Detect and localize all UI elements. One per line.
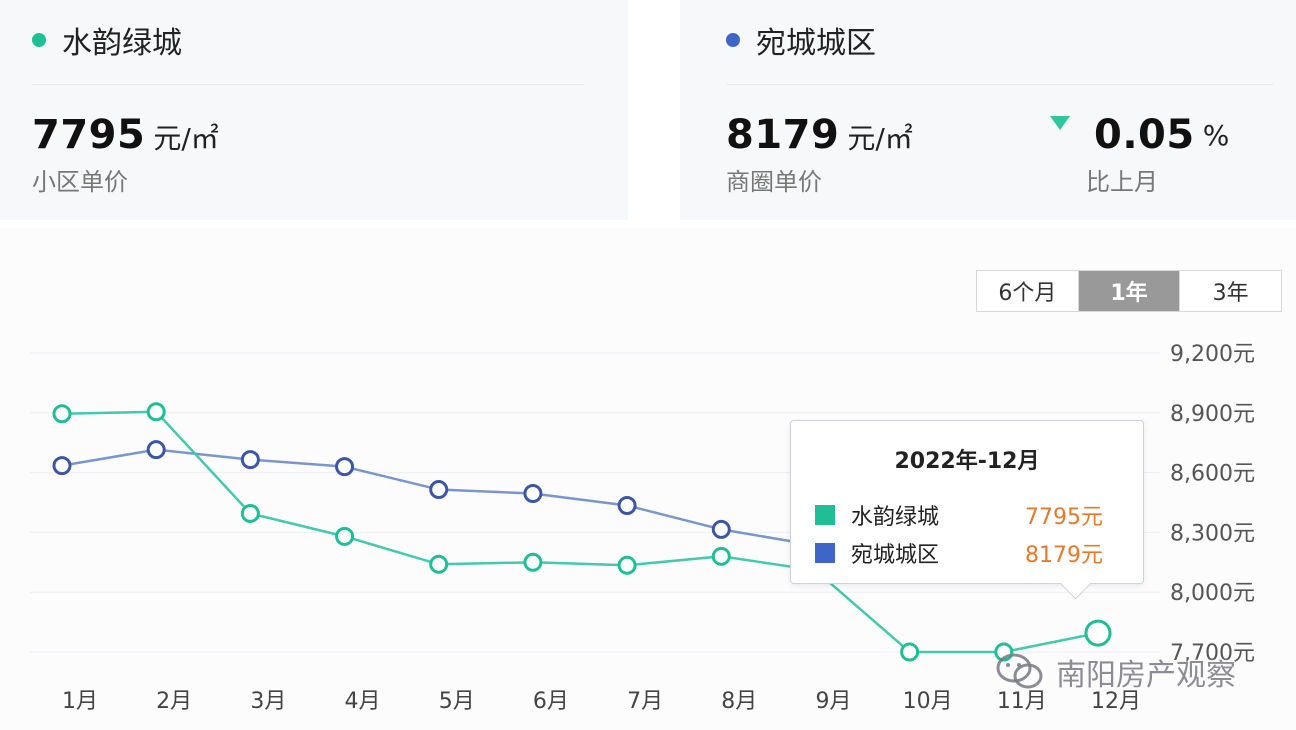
- series-dot-icon: [32, 33, 46, 47]
- data-point: [146, 402, 166, 422]
- y-tick-label: 7,700元: [1170, 641, 1255, 666]
- legend-swatch: [815, 505, 835, 525]
- series-line: [61, 410, 1099, 654]
- price-unit: 元/㎡: [153, 122, 219, 155]
- x-tick-label: 2月: [156, 689, 192, 714]
- legend-swatch: [815, 543, 835, 563]
- x-tick-label: 4月: [345, 689, 381, 714]
- data-point: [52, 456, 72, 476]
- community-price-metric: 7795 元/㎡ 小区单价: [32, 112, 219, 197]
- data-point: [617, 555, 637, 575]
- data-point: [52, 404, 72, 424]
- x-tick-label: 9月: [815, 689, 851, 714]
- data-point: [523, 484, 543, 504]
- tab-3-years[interactable]: 3年: [1212, 281, 1249, 306]
- tooltip-title: 2022年-12月: [894, 449, 1040, 474]
- tab-1-year[interactable]: 1年: [1078, 271, 1181, 311]
- tooltip-row-district: 宛城城区 8179元: [815, 537, 1103, 569]
- watermark-text: 南阳房产观察: [1056, 658, 1236, 693]
- data-point: [335, 526, 355, 546]
- wechat-icon: [994, 652, 1046, 692]
- y-tick-label: 8,600元: [1170, 462, 1255, 487]
- data-point: [335, 457, 355, 477]
- tooltip-series-name: 水韵绿城: [851, 505, 940, 530]
- card-header: 水韵绿城: [32, 18, 182, 62]
- tab-6-months[interactable]: 6个月: [977, 271, 1079, 311]
- y-tick-label: 8,300元: [1170, 521, 1255, 546]
- divider: [726, 84, 1274, 85]
- summary-card-community: 水韵绿城 7795 元/㎡ 小区单价: [0, 0, 628, 220]
- x-tick-label: 1月: [62, 689, 98, 714]
- data-point: [523, 552, 543, 572]
- district-price: 8179: [726, 112, 840, 158]
- data-point: [429, 554, 449, 574]
- card-header: 宛城城区: [726, 18, 876, 62]
- y-tick-label: 8,000元: [1170, 581, 1255, 606]
- percent-unit: %: [1202, 118, 1230, 152]
- data-point: [240, 503, 260, 523]
- x-tick-label: 11月: [997, 689, 1047, 714]
- x-tick-label: 12月: [1091, 689, 1141, 714]
- data-point: [900, 642, 920, 662]
- chart-tooltip: 2022年-12月 水韵绿城 7795元 宛城城区 8179元: [790, 420, 1144, 600]
- x-tick-label: 8月: [721, 689, 757, 714]
- x-tick-label: 3月: [250, 689, 286, 714]
- range-tabs: 6个月 1年 3年: [976, 270, 1282, 312]
- district-price-label: 商圈单价: [726, 168, 822, 196]
- data-point: [240, 450, 260, 470]
- down-triangle-icon: [1050, 116, 1070, 130]
- data-point: [429, 480, 449, 500]
- y-tick-label: 8,900元: [1170, 402, 1255, 427]
- watermark: 南阳房产观察: [994, 650, 1236, 694]
- y-tick-label: 9,200元: [1170, 342, 1255, 367]
- district-name: 宛城城区: [756, 26, 876, 61]
- data-point: [146, 440, 166, 460]
- data-point: [1084, 619, 1112, 647]
- tooltip-series-name: 宛城城区: [851, 543, 940, 568]
- community-name: 水韵绿城: [62, 26, 182, 61]
- community-price: 7795: [32, 112, 146, 158]
- data-point: [711, 519, 731, 539]
- summary-card-district: 宛城城区 8179 元/㎡ 商圈单价 0.05 % 比上月: [680, 0, 1296, 220]
- x-tick-label: 5月: [439, 689, 475, 714]
- data-point: [711, 546, 731, 566]
- month-change-value: 0.05: [1094, 112, 1195, 158]
- divider: [32, 84, 584, 85]
- month-change-label: 比上月: [1086, 168, 1158, 196]
- tooltip-series-value: 8179元: [1025, 543, 1103, 568]
- series-dot-icon: [726, 33, 740, 47]
- data-point: [617, 495, 637, 515]
- x-tick-label: 6月: [533, 689, 569, 714]
- price-unit: 元/㎡: [847, 122, 913, 155]
- x-tick-label: 10月: [903, 689, 953, 714]
- district-price-metric: 8179 元/㎡ 商圈单价: [726, 112, 913, 197]
- tooltip-row-community: 水韵绿城 7795元: [815, 499, 1103, 531]
- month-change-metric: 0.05 % 比上月: [1050, 112, 1229, 197]
- tooltip-series-value: 7795元: [1025, 505, 1103, 530]
- community-price-label: 小区单价: [32, 168, 128, 196]
- x-tick-label: 7月: [627, 689, 663, 714]
